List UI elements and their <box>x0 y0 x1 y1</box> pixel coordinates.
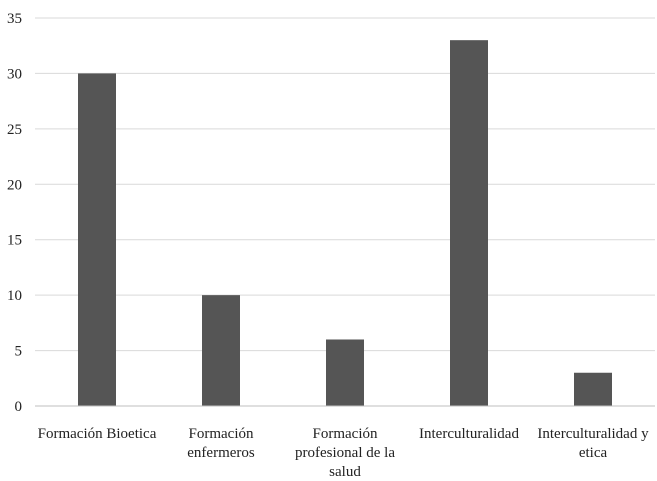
bar <box>78 73 116 406</box>
y-tick-label: 35 <box>7 11 22 27</box>
x-category-label: Formación Bioetica <box>38 426 157 442</box>
bar <box>574 372 612 406</box>
bar <box>202 295 240 406</box>
bar <box>326 339 364 406</box>
x-category-labels: Formación Bioetica Formación enfermeros For… <box>38 426 649 480</box>
x-category-label: Formación enfermeros <box>187 426 255 461</box>
x-category-label: Interculturalidad y etica <box>537 426 649 461</box>
x-category-label: Interculturalidad <box>419 426 519 442</box>
y-tick-label: 0 <box>15 399 23 415</box>
y-tick-labels: 0 5 10 15 20 25 30 35 <box>7 11 22 415</box>
bars <box>78 40 612 407</box>
bar <box>450 40 488 407</box>
x-category-label: Formación profesional de la salud <box>295 426 395 480</box>
y-tick-label: 20 <box>7 177 22 193</box>
y-tick-label: 5 <box>15 344 23 360</box>
y-tick-label: 15 <box>7 233 22 249</box>
y-tick-label: 10 <box>7 288 22 304</box>
gridlines <box>35 17 655 352</box>
y-tick-label: 30 <box>7 66 22 82</box>
y-tick-label: 25 <box>7 122 22 138</box>
